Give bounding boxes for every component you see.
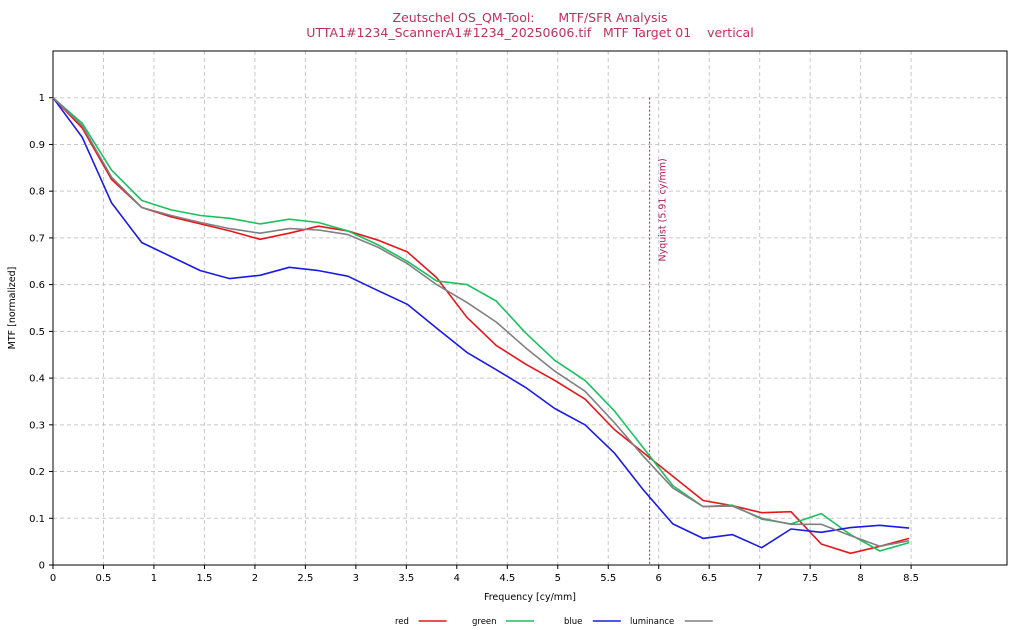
x-tick-label: 5.5 (600, 573, 616, 584)
y-tick-label: 0.3 (29, 420, 45, 431)
x-tick-label: 6 (656, 573, 662, 584)
x-tick-label: 2 (252, 573, 258, 584)
legend-label-green: green (472, 617, 497, 627)
y-tick-label: 0.9 (29, 140, 45, 151)
series-line-blue (52, 97, 910, 549)
x-tick-label: 6.5 (701, 573, 717, 584)
series-line-red (52, 97, 910, 555)
nyquist-label: Nyquist (5.91 cy/mm) (658, 158, 669, 261)
y-tick-label: 0.2 (29, 467, 45, 478)
series-line-luminance (52, 97, 910, 548)
x-tick-label: 8 (857, 573, 863, 584)
x-tick-label: 7.5 (802, 573, 818, 584)
x-tick-label: 4 (454, 573, 460, 584)
x-tick-label: 1.5 (196, 573, 212, 584)
plot-frame (52, 50, 1008, 566)
y-axis-label: MTF [normalized] (7, 267, 18, 350)
y-tick-label: 0.6 (29, 280, 45, 291)
chart-title-line2: UTTA1#1234_ScannerA1#1234_20250606.tif M… (306, 25, 753, 40)
x-tick-label: 5 (555, 573, 561, 584)
legend-label-red: red (395, 617, 409, 627)
y-tick-label: 0 (39, 561, 45, 572)
y-tick-label: 0.8 (29, 187, 45, 198)
x-tick-label: 7 (756, 573, 762, 584)
x-tick-label: 3 (353, 573, 359, 584)
y-tick-label: 0.5 (29, 327, 45, 338)
x-tick-label: 0.5 (96, 573, 112, 584)
nyquist-marker: Nyquist (5.91 cy/mm) (649, 97, 669, 565)
y-tick-label: 0.4 (29, 374, 45, 385)
chart-title-line1: Zeutschel OS_QM-Tool: MTF/SFR Analysis (393, 10, 668, 25)
legend-label-luminance: luminance (630, 617, 674, 627)
x-axis-label: Frequency [cy/mm] (484, 592, 576, 603)
y-tick-label: 1 (39, 93, 45, 104)
series-line-green (52, 97, 910, 552)
x-tick-label: 2.5 (297, 573, 313, 584)
grid (53, 51, 1007, 565)
x-tick-label: 4.5 (499, 573, 515, 584)
x-tick-label: 3.5 (398, 573, 414, 584)
legend: red green blue luminance (395, 617, 713, 627)
x-tick-label: 0 (50, 573, 56, 584)
legend-label-blue: blue (564, 617, 582, 627)
x-tick-label: 8.5 (903, 573, 919, 584)
series-lines (52, 97, 910, 555)
axis-ticks: 0 0.5 1 1.5 2 2.5 3 3.5 4 4.5 5 5.5 6 6.5 7 7.5 8 8.5 0 0.1… (29, 93, 919, 584)
y-tick-label: 0.1 (29, 514, 45, 525)
y-tick-label: 0.7 (29, 233, 45, 244)
x-tick-label: 1 (151, 573, 157, 584)
